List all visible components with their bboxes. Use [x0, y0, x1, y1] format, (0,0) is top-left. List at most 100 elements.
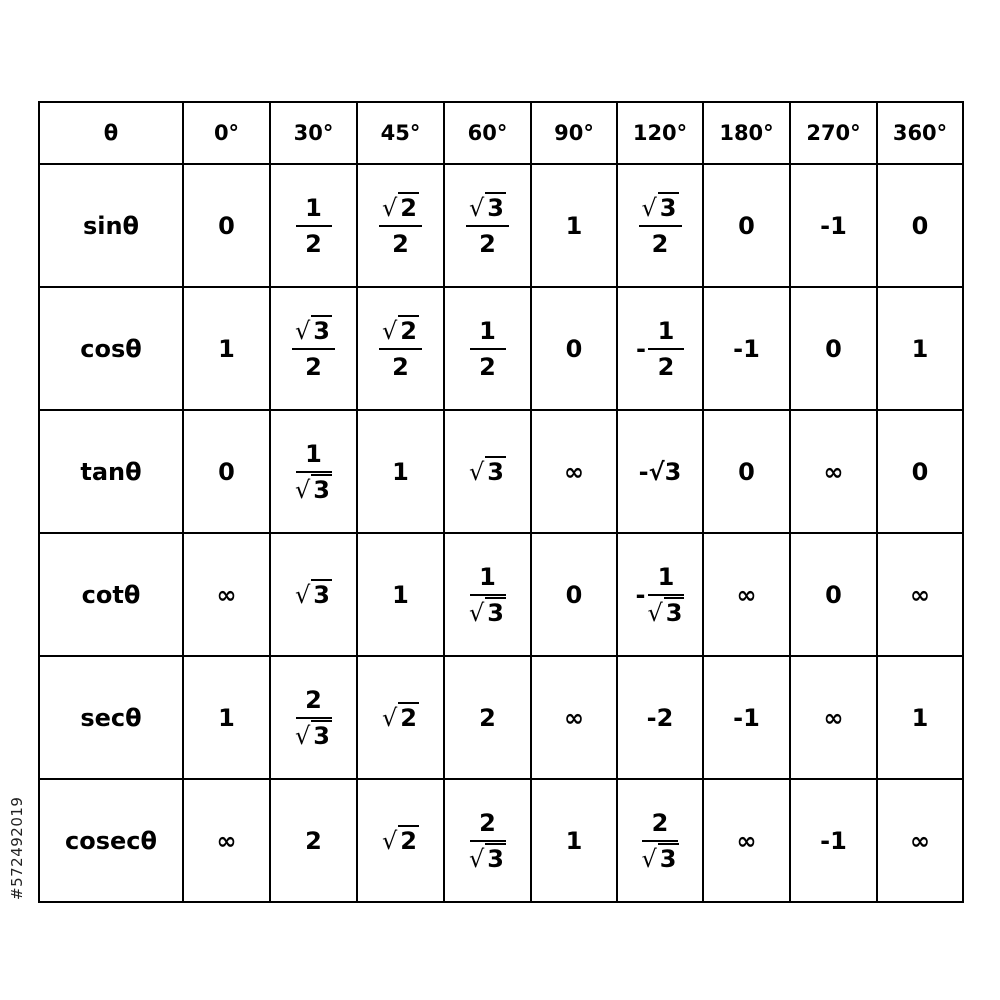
value: -1 — [733, 334, 760, 363]
function-row: tanθ 0 1 √ 3 1 √ 3 ∞ -√3 0 ∞ 0 — [38, 409, 964, 534]
value: 0 — [738, 211, 755, 240]
table-cell: 0 — [182, 409, 271, 534]
radicand: 3 — [485, 191, 506, 222]
table-cell: √ 2 — [356, 778, 445, 903]
value: √ 2 — [382, 824, 419, 855]
table-cell: √ 3 2 — [269, 286, 358, 411]
table-cell: 2 √ 3 — [443, 778, 532, 903]
radicand: 3 — [311, 578, 332, 609]
denominator: 2 — [305, 352, 322, 381]
sqrt-symbol: √ — [295, 475, 311, 504]
denominator: 2 — [392, 352, 409, 381]
function-label: sinθ — [38, 163, 184, 288]
value: ∞ — [736, 580, 757, 609]
table-cell: 0 — [530, 532, 618, 657]
table-cell: √ 3 2 — [616, 163, 704, 288]
denominator: √ 3 — [295, 473, 332, 504]
angle-header: 120° — [616, 101, 704, 165]
header-row: θ 0° 30° 45° 60° 90° 120° 180° 270° 360° — [38, 101, 964, 165]
radicand: 3 — [657, 842, 679, 873]
angle-header: 270° — [789, 101, 878, 165]
value: ∞ — [216, 826, 237, 855]
numerator: 1 — [295, 194, 332, 227]
table-cell: -1 — [702, 655, 791, 780]
function-label: cosθ — [38, 286, 184, 411]
table-cell: 0 — [702, 163, 791, 288]
radicand: 2 — [398, 824, 419, 855]
sqrt-symbol: √ — [469, 193, 485, 222]
radicand: 3 — [485, 596, 506, 627]
table-cell: ∞ — [182, 532, 271, 657]
denominator: √ 3 — [469, 596, 506, 627]
numerator: 2 — [642, 809, 678, 842]
sqrt-symbol: √ — [295, 316, 311, 345]
table-cell: 0 — [789, 532, 878, 657]
table-cell: √ 3 2 — [443, 163, 532, 288]
function-row: secθ 1 2 √ 3 √ 2 2 ∞ -2 -1 ∞ 1 — [38, 655, 964, 780]
table-cell: -1 √ 3 — [616, 532, 704, 657]
numerator: 1 — [295, 440, 332, 473]
value: 2 — [479, 703, 496, 732]
denominator: 2 — [479, 229, 496, 258]
table-cell: 1 √ 3 — [443, 532, 532, 657]
value: 1 — [218, 703, 235, 732]
value: ∞ — [736, 826, 757, 855]
value: -1 — [733, 703, 760, 732]
fraction: 2 √ 3 — [295, 686, 332, 750]
function-row: cosecθ ∞ 2 √ 2 2 √ 3 1 2 √ 3 ∞ -1 ∞ — [38, 778, 964, 903]
table-cell: ∞ — [876, 778, 964, 903]
table-cell: 1 — [876, 655, 964, 780]
table-cell: 1 — [530, 163, 618, 288]
table-cell: 1 — [876, 286, 964, 411]
table-cell: 2 — [269, 778, 358, 903]
value: √ 2 — [382, 701, 419, 732]
value: ∞ — [823, 703, 844, 732]
value: 1 — [218, 334, 235, 363]
value: ∞ — [910, 580, 930, 609]
value: -1 — [820, 211, 847, 240]
table-cell: 1 √ 3 — [269, 409, 358, 534]
function-label: tanθ — [38, 409, 184, 534]
radicand: 3 — [485, 842, 506, 873]
angle-header: 90° — [530, 101, 618, 165]
value: 0 — [218, 211, 235, 240]
value: -2 — [646, 703, 674, 732]
value: 0 — [565, 580, 583, 609]
function-label: cosecθ — [38, 778, 184, 903]
function-row: cotθ ∞ √ 3 1 1 √ 3 0-1 √ 3 ∞ 0 ∞ — [38, 532, 964, 657]
fraction: 2 √ 3 — [469, 809, 506, 873]
denominator: 2 — [657, 352, 675, 381]
value: 0 — [911, 211, 929, 240]
radicand: 2 — [398, 191, 419, 222]
denominator: √ 3 — [642, 842, 679, 873]
radicand: 3 — [311, 314, 332, 345]
value: 0 — [911, 457, 929, 486]
numerator: 1 — [469, 317, 506, 350]
angle-header: 0° — [182, 101, 271, 165]
value: 1 — [565, 211, 583, 240]
sqrt-symbol: √ — [647, 598, 663, 627]
sqrt-symbol: √ — [382, 826, 398, 855]
fraction: 1 √ 3 — [295, 440, 332, 504]
radicand: 3 — [485, 455, 506, 486]
numerator: √ 2 — [379, 314, 422, 350]
fraction: √ 3 2 — [466, 191, 509, 258]
table-cell: ∞ — [702, 532, 791, 657]
value: 0 — [565, 334, 583, 363]
table-cell: 0 — [876, 163, 964, 288]
table-cell: 0 — [876, 409, 964, 534]
denominator: 2 — [305, 229, 322, 258]
table-cell: 1 — [530, 778, 618, 903]
sqrt-symbol: √ — [469, 844, 485, 873]
table-cell: √ 3 — [269, 532, 358, 657]
table-cell: 2 √ 3 — [616, 778, 704, 903]
angle-header: 30° — [269, 101, 358, 165]
numerator: 1 — [647, 563, 684, 596]
denominator: 2 — [479, 352, 496, 381]
stock-image-id: #572492019 — [8, 796, 26, 900]
negative-sign: - — [635, 580, 646, 609]
